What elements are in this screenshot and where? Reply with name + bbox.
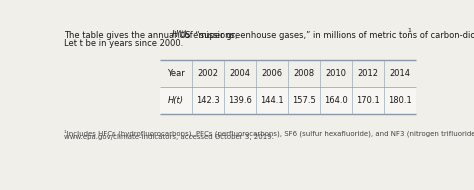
Text: 2010: 2010 xyxy=(325,69,346,78)
Bar xyxy=(160,87,416,114)
Text: 180.1: 180.1 xyxy=(388,96,411,105)
Bar xyxy=(160,60,416,87)
Text: 2014: 2014 xyxy=(389,69,410,78)
Text: of “super greenhouse gases,” in millions of metric tons of carbon-dioxide equiva: of “super greenhouse gases,” in millions… xyxy=(182,31,474,40)
Text: 164.0: 164.0 xyxy=(324,96,348,105)
Text: 1: 1 xyxy=(407,28,411,33)
Text: 2006: 2006 xyxy=(261,69,283,78)
Text: 2012: 2012 xyxy=(357,69,378,78)
Text: 2004: 2004 xyxy=(229,69,250,78)
Text: 157.5: 157.5 xyxy=(292,96,316,105)
Text: 139.6: 139.6 xyxy=(228,96,252,105)
Text: H(t),: H(t), xyxy=(171,31,190,40)
Text: ¹Includes HFCs (hydrofluorocarbons), PFCs (perfluorocarbons), SF6 (sulfur hexafl: ¹Includes HFCs (hydrofluorocarbons), PFC… xyxy=(64,129,474,137)
Text: 142.3: 142.3 xyxy=(196,96,220,105)
Text: Let t be in years since 2000.: Let t be in years since 2000. xyxy=(64,39,183,48)
Text: 170.1: 170.1 xyxy=(356,96,380,105)
Text: H(t): H(t) xyxy=(168,96,184,105)
Text: 2002: 2002 xyxy=(198,69,219,78)
Text: 144.1: 144.1 xyxy=(260,96,284,105)
Text: Year: Year xyxy=(167,69,185,78)
Text: www.epa.gov/climate-indicators, accessed October 3, 2019.: www.epa.gov/climate-indicators, accessed… xyxy=(64,135,274,140)
Text: The table gives the annual US emissions,: The table gives the annual US emissions, xyxy=(64,31,240,40)
Text: 2008: 2008 xyxy=(293,69,314,78)
